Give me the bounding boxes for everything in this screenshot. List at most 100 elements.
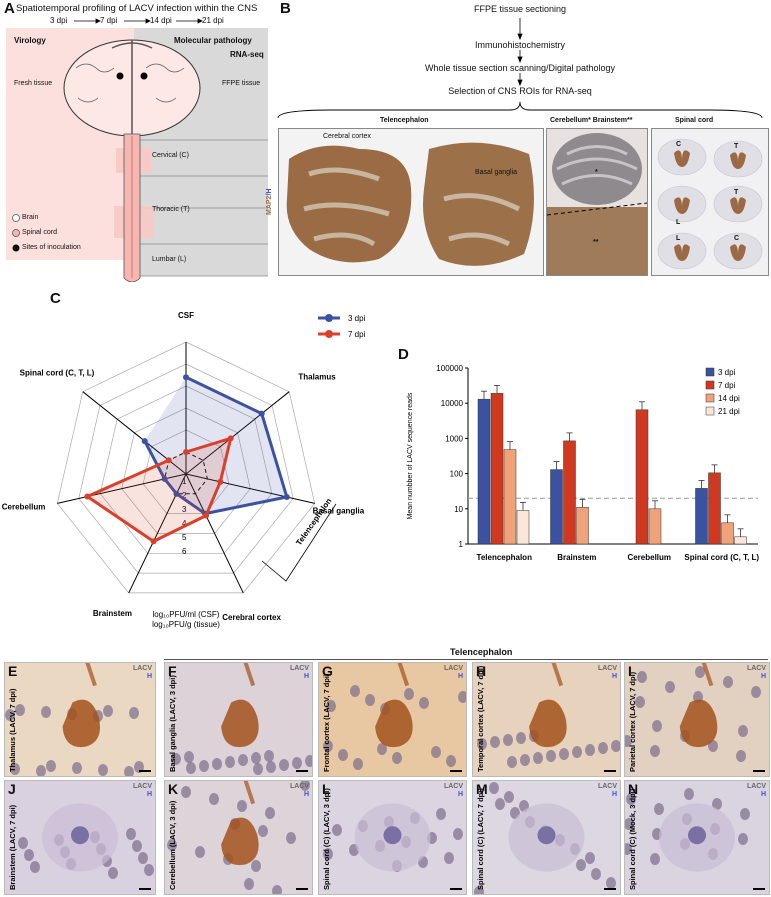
- radar-point: [165, 457, 172, 464]
- group-cerebellum-brainstem: Cerebellum* Brainstem**: [550, 117, 633, 124]
- telencephalon-bracket: [164, 659, 768, 660]
- stain-h: H: [457, 791, 463, 798]
- flow-step-2: Immunohistochemistry: [474, 40, 566, 50]
- bar: [576, 507, 589, 545]
- stain-h: H: [457, 673, 463, 680]
- y-tick-label: 100000: [436, 364, 463, 373]
- radar-ring: [56, 341, 316, 594]
- spinal-letter: L: [676, 219, 681, 226]
- timeline-arrows: [74, 18, 203, 24]
- micrograph-stain-tag: LACV H: [598, 665, 617, 681]
- scale-bar: [450, 770, 462, 772]
- stain-lacv: LACV: [289, 783, 309, 790]
- molecular-pathology-header: Molecular pathology: [174, 36, 252, 45]
- bar: [503, 449, 517, 545]
- stain-h: /H: [266, 188, 273, 196]
- timeline: 3 dpi 7 dpi 14 dpi 21 dpi: [50, 16, 250, 26]
- micrograph-texture: [625, 788, 750, 872]
- x-category-label: Spinal cord (C, T, L): [684, 553, 759, 562]
- micrograph-stain-tag: LACV H: [290, 783, 309, 799]
- legend-swatch: [705, 406, 715, 416]
- radar-chart: CSF Thalamus Basal ganglia Cerebral cortex B…: [2, 311, 366, 629]
- bar: [695, 488, 708, 545]
- stain-lacv: LACV: [597, 665, 617, 672]
- micrograph-stain-tag: LACV H: [133, 665, 152, 681]
- micrograph-stain-tag: LACV H: [290, 665, 309, 681]
- stain-lacv: LACV: [443, 665, 463, 672]
- micrograph-label: Cerebellum (LACV, 3 dpi): [168, 800, 177, 890]
- brainstem-mark: **: [593, 239, 599, 246]
- bar: [708, 472, 721, 545]
- telencephalon-image: Cerebral cortex Basal ganglia: [278, 128, 544, 276]
- bar: [635, 409, 649, 545]
- radar-axis: [185, 473, 244, 594]
- radar-legend-label: 7 dpi: [348, 330, 366, 339]
- legend-label: 21 dpi: [718, 407, 740, 416]
- lumbar-label: Lumbar (L): [152, 256, 187, 263]
- stain-h: H: [146, 673, 152, 680]
- legend-label: 3 dpi: [718, 368, 736, 377]
- scale-bar: [296, 770, 308, 772]
- flow-arrows: [277, 18, 763, 119]
- stain-h: H: [760, 673, 766, 680]
- timeline-item: 3 dpi: [50, 16, 68, 25]
- virology-header: Virology: [14, 36, 46, 45]
- micrograph-texture: [474, 782, 616, 894]
- micrograph-label: Basal ganglia (LACV, 3 dpi): [168, 675, 177, 772]
- micrograph-tile: LACV H Spinal cord (C) (Mock, 3 dpi): [624, 780, 770, 895]
- radar-point: [141, 438, 148, 445]
- micrograph-letter: N: [628, 781, 639, 797]
- stain-map2: MAP2: [266, 195, 273, 215]
- flow-step-3: Whole tissue section scanning/Digital pa…: [424, 63, 616, 73]
- bar-chart: 100000 10000 1000 100 10 1 Mean numbber of LAC…: [407, 364, 759, 562]
- radar-point: [150, 538, 157, 545]
- scale-bar: [450, 888, 462, 890]
- bar: [516, 510, 530, 545]
- bar: [734, 536, 747, 545]
- scale-bar: [139, 888, 151, 890]
- micrograph-texture: [477, 663, 620, 768]
- radar-group-bracket: [261, 503, 337, 582]
- cerebellum-section-svg: [546, 133, 648, 275]
- spinal-letter: T: [734, 143, 739, 150]
- stain-h: H: [611, 673, 617, 680]
- micrograph-texture: [625, 663, 761, 762]
- micrograph-tile: LACV H Spinal cord (C) (LACV, 7 dpi): [472, 780, 621, 895]
- stain-h: H: [760, 791, 766, 798]
- radar-point: [217, 478, 224, 485]
- legend-label: 14 dpi: [718, 394, 740, 403]
- radar-ring: [121, 407, 251, 534]
- fresh-tissue-label: Fresh tissue: [14, 80, 53, 87]
- x-category-label: Telencephalon: [477, 553, 533, 562]
- micrograph-letter: K: [168, 781, 179, 797]
- cerebellum-mark: *: [595, 169, 598, 176]
- radar-legend-marker: [325, 314, 333, 322]
- radar-axis: [185, 473, 315, 504]
- micrograph-label: Parietal cortex (LACV, 7 dpi): [628, 671, 637, 772]
- bar: [563, 440, 576, 545]
- micrograph-label: Frontal cortex (LACV, 7 dpi): [322, 673, 331, 773]
- legend-inoculation: Sites of inoculation: [22, 244, 81, 251]
- radar-axis-label: Cerebral cortex: [222, 613, 281, 622]
- legend-brain: Brain: [22, 214, 39, 221]
- flow-step-1: FFPE tissue sectioning: [473, 4, 567, 14]
- brain-spinal-schematic: [6, 28, 268, 282]
- radar-point: [173, 490, 180, 497]
- ffpe-tissue-label: FFPE tissue: [222, 80, 261, 87]
- spinal-letter: L: [676, 235, 681, 242]
- panel-a-title: Spatiotemporal profiling of LACV infecti…: [16, 3, 258, 14]
- spinal-letter: C: [734, 235, 740, 242]
- x-category-label: Cerebellum: [627, 553, 671, 562]
- timeline-item: 14 dpi: [150, 16, 172, 25]
- telencephalon-header: Telencephalon: [450, 647, 513, 657]
- micrograph-stain-tag: LACV H: [444, 665, 463, 681]
- radar-axis-label: CSF: [178, 311, 194, 320]
- panel-letter-b: B: [280, 0, 291, 17]
- stain-h: H: [303, 673, 309, 680]
- stain-lacv: LACV: [597, 783, 617, 790]
- micrograph-letter: J: [8, 781, 16, 797]
- radar-ring-tick: 3: [182, 505, 187, 514]
- radar-axis-label: Thalamus: [298, 372, 336, 381]
- radar-ring: [78, 363, 294, 574]
- micrograph-texture: [323, 803, 463, 872]
